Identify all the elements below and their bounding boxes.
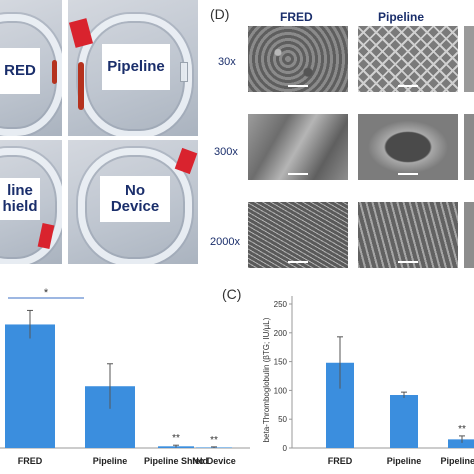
chart-b-significance-pipeline-shield: ** <box>172 433 180 444</box>
sem-pipeline-300x <box>358 114 458 180</box>
photo-pipeline-loop: Pipeline <box>68 0 198 136</box>
chart-c-xlabel-pipeline: Pipeline <box>387 456 422 466</box>
chart-b-xlabel-pipeline: Pipeline <box>93 456 128 466</box>
chart-c-bar-pipeline-s <box>448 439 474 448</box>
chart-b-bracket-label: * <box>44 287 49 299</box>
sem-fred-30x <box>248 26 348 92</box>
chart-c-significance-pipeline-s: ** <box>458 424 466 435</box>
chart-b-xlabel-no-device: No Device <box>192 456 236 466</box>
sem-partial-300x <box>464 114 474 180</box>
sem-column-fred: FRED <box>280 10 313 24</box>
chart-c-xlabel-pipeline-s: Pipeline S <box>440 456 474 466</box>
chart-c-ytick-label: 150 <box>274 358 288 367</box>
chart-c: beta-Thromboglobulin (βTG; IU/µL) 0 50 100… <box>262 296 474 466</box>
chart-b-xlabel-pipeline-shield: Pipeline Shield <box>144 456 208 466</box>
chart-b-errorbar-no-device <box>211 446 217 448</box>
panel-letter-d: (D) <box>210 6 230 22</box>
photo-fred-loop: RED <box>0 0 62 136</box>
red-tag <box>68 18 94 48</box>
sem-column-pipeline: Pipeline <box>378 10 425 24</box>
photo-pipeline-shield-loop: line hield <box>0 140 62 264</box>
sem-fred-300x <box>248 114 348 180</box>
chart-b: * FRED Pipeline**Pipeline Shield**No Devi… <box>0 287 250 466</box>
chart-c-ytick: 200 <box>274 329 292 338</box>
sem-pipeline-2000x <box>358 202 458 268</box>
mag-label-30x: 30x <box>218 56 236 68</box>
chart-b-errorbar-pipeline-shield <box>173 444 179 448</box>
chart-c-bar-pipeline <box>390 395 418 448</box>
chart-b-bar-fred <box>5 324 55 448</box>
mag-label-2000x: 2000x <box>210 236 240 248</box>
photo-label-fred: RED <box>0 48 40 94</box>
photo-label-no-device: No Device <box>100 176 170 222</box>
chart-b-xlabel-fred: FRED <box>18 456 43 466</box>
chart-b-significance-bracket: * <box>8 287 84 299</box>
chart-c-ytick-label: 0 <box>283 444 288 453</box>
chart-b-errorbar-pipeline <box>107 363 113 409</box>
chart-c-xlabel-fred: FRED <box>328 456 353 466</box>
chart-c-ylabel: beta-Thromboglobulin (βTG; IU/µL) <box>262 317 271 442</box>
panel-letter-c: (C) <box>222 286 242 302</box>
chart-c-axes <box>291 296 474 449</box>
photo-label-pipeline-shield: line hield <box>0 178 40 220</box>
sem-partial-30x <box>464 26 474 92</box>
chart-c-errorbar-fred <box>337 336 343 389</box>
chart-c-ytick-label: 250 <box>274 300 288 309</box>
sem-pipeline-30x <box>358 26 458 92</box>
chart-c-ytick: 0 <box>283 444 292 453</box>
chart-c-ytick-label: 50 <box>278 415 287 424</box>
chart-c-errorbar-pipeline-s <box>459 435 465 443</box>
chart-b-errorbar-fred <box>27 309 33 339</box>
sem-partial-2000x <box>464 202 474 268</box>
chart-c-ytick-label: 100 <box>274 386 288 395</box>
sem-fred-2000x <box>248 202 348 268</box>
mag-label-300x: 300x <box>214 146 238 158</box>
chart-c-ytick-label: 200 <box>274 329 288 338</box>
chart-b-significance-no-device: ** <box>210 435 218 446</box>
chart-c-ytick: 250 <box>274 300 292 309</box>
photo-label-pipeline: Pipeline <box>102 44 170 90</box>
chart-c-ytick: 50 <box>278 415 292 424</box>
chart-c-ytick: 150 <box>274 358 292 367</box>
chart-c-errorbar-pipeline <box>401 391 407 398</box>
chart-c-ytick: 100 <box>274 386 292 395</box>
photo-no-device-loop: No Device <box>68 140 198 264</box>
